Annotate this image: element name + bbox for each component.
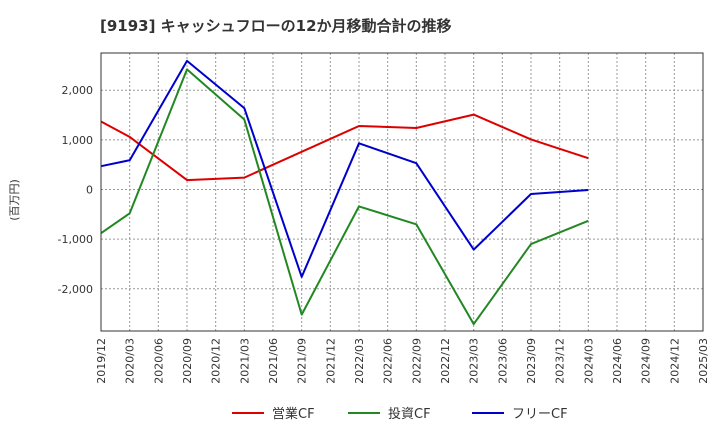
y-tick-label: 0 bbox=[86, 184, 93, 197]
x-tick-label: 2020/06 bbox=[152, 338, 165, 384]
x-tick-label: 2021/12 bbox=[324, 338, 337, 384]
x-tick-label: 2023/09 bbox=[525, 338, 538, 384]
series-line-3 bbox=[100, 59, 589, 278]
x-tick-label: 2022/03 bbox=[353, 338, 366, 384]
series bbox=[100, 59, 589, 326]
legend-label-3: フリーCF bbox=[512, 407, 568, 422]
series-line-1 bbox=[100, 113, 589, 182]
x-ticks: 2019/12 2020/03 2020/06 2020/09 2020/12 2021/… bbox=[95, 338, 710, 384]
x-tick-label: 2023/12 bbox=[554, 338, 567, 384]
legend: 営業CF 投資CF フリーCF bbox=[232, 406, 568, 422]
x-tick-label: 2020/12 bbox=[210, 338, 223, 384]
y-axis-label: (百万円) bbox=[8, 179, 21, 221]
x-tick-label: 2024/03 bbox=[582, 338, 595, 384]
x-tick-label: 2023/03 bbox=[468, 338, 481, 384]
plot-frame bbox=[100, 52, 704, 332]
x-tick-label: 2021/06 bbox=[267, 338, 280, 384]
x-tick-label: 2025/03 bbox=[697, 338, 710, 384]
x-tick-label: 2022/12 bbox=[439, 338, 452, 384]
grid bbox=[100, 53, 704, 331]
x-tick-label: 2024/06 bbox=[611, 338, 624, 384]
x-tick-label: 2024/12 bbox=[668, 338, 681, 384]
series-line-2 bbox=[100, 68, 589, 326]
x-tick-label: 2023/06 bbox=[496, 338, 509, 384]
y-tick-label: 1,000 bbox=[62, 134, 94, 147]
y-ticks: -2,000 -1,000 0 1,000 2,000 bbox=[58, 84, 93, 296]
y-tick-label: -2,000 bbox=[58, 283, 93, 296]
plot-area bbox=[101, 53, 703, 331]
x-tick-label: 2024/09 bbox=[640, 338, 653, 384]
legend-label-2: 投資CF bbox=[388, 406, 431, 422]
x-tick-label: 2020/09 bbox=[181, 338, 194, 384]
x-tick-label: 2021/09 bbox=[296, 338, 309, 384]
y-tick-label: 2,000 bbox=[62, 84, 94, 97]
x-tick-label: 2020/03 bbox=[124, 338, 137, 384]
x-tick-label: 2021/03 bbox=[238, 338, 251, 384]
x-tick-label: 2022/09 bbox=[410, 338, 423, 384]
y-tick-label: -1,000 bbox=[58, 233, 93, 246]
legend-label-1: 営業CF bbox=[272, 406, 315, 422]
chart-title: [9193] キャッシュフローの12か月移動合計の推移 bbox=[100, 17, 452, 35]
x-tick-label: 2022/06 bbox=[382, 338, 395, 384]
x-tick-label: 2019/12 bbox=[95, 338, 108, 384]
